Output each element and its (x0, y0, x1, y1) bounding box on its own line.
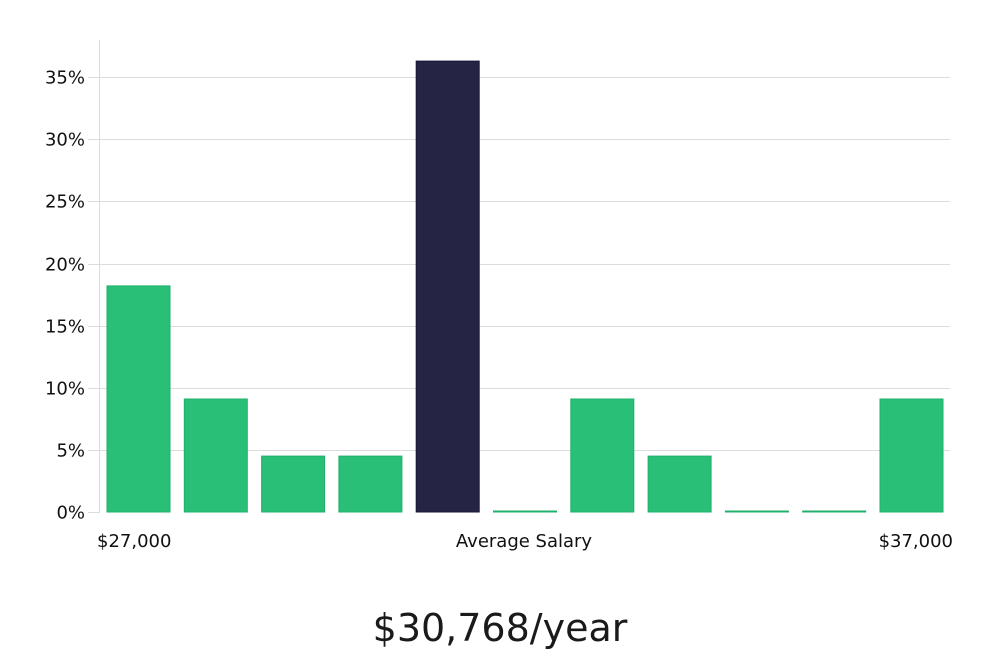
y-tick-label: 30% (45, 130, 85, 151)
bar (802, 510, 867, 513)
y-tick-label: 25% (45, 192, 85, 213)
salary-histogram-chart: 0% 5% 10% 15% 20% 25% 30% 35% $27,000 Average S… (45, 40, 953, 552)
bar (183, 398, 248, 513)
y-tick-label: 0% (56, 503, 85, 524)
y-tick-label: 20% (45, 255, 85, 276)
average-salary-value: $30,768/year (372, 606, 628, 650)
bar (570, 398, 635, 513)
bar (493, 510, 557, 513)
bar (261, 455, 326, 513)
bar (106, 285, 171, 513)
x-label-min: $27,000 (97, 531, 171, 552)
bar-average-salary (415, 60, 480, 513)
y-tick-label: 5% (56, 441, 85, 462)
x-label-max: $37,000 (879, 531, 953, 552)
y-tick-label: 10% (45, 379, 85, 400)
x-label-center: Average Salary (456, 531, 593, 552)
y-tick-labels: 0% 5% 10% 15% 20% 25% 30% 35% (45, 68, 85, 524)
bars (106, 60, 944, 513)
bar (724, 510, 789, 513)
bar (879, 398, 944, 513)
y-tick-label: 35% (45, 68, 85, 89)
bar (647, 455, 712, 513)
bar (338, 455, 403, 513)
y-tick-label: 15% (45, 317, 85, 338)
